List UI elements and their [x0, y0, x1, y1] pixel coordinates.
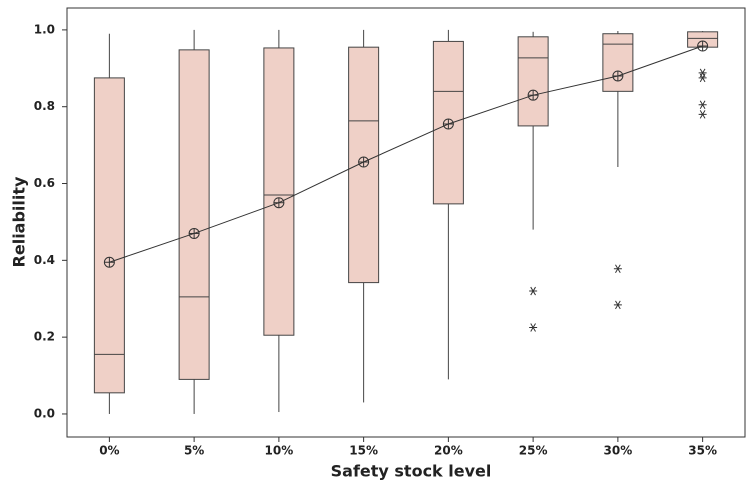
outlier: [698, 110, 707, 119]
x-tick-label: 30%: [604, 444, 633, 458]
outlier: [698, 100, 707, 110]
mean-marker: [273, 197, 285, 209]
outlier: [698, 68, 707, 78]
outlier: [613, 264, 622, 274]
outlier: [698, 73, 707, 83]
mean-marker: [527, 89, 539, 101]
x-tick-label: 20%: [434, 444, 463, 458]
y-tick-label: 0.4: [34, 253, 55, 267]
x-tick-label: 35%: [688, 444, 717, 458]
outlier: [613, 300, 622, 310]
mean-marker: [358, 156, 370, 168]
box: [602, 33, 634, 92]
y-tick-label: 1.0: [34, 22, 55, 36]
box: [517, 36, 549, 127]
outlier: [529, 286, 538, 296]
y-tick-label: 0.2: [34, 330, 55, 344]
mean-marker: [697, 40, 709, 52]
x-tick-label: 25%: [519, 444, 548, 458]
y-tick-label: 0.8: [34, 99, 55, 113]
y-axis-title: Reliability: [10, 176, 29, 267]
y-tick-label: 0.0: [34, 406, 55, 420]
y-tick-label: 0.6: [34, 176, 55, 190]
mean-marker: [442, 118, 454, 130]
mean-marker: [612, 70, 624, 82]
x-tick-label: 5%: [184, 444, 204, 458]
box: [263, 47, 295, 336]
x-tick-label: 15%: [349, 444, 378, 458]
outlier: [529, 323, 538, 332]
box: [93, 77, 125, 394]
box: [178, 49, 210, 380]
mean-marker: [188, 227, 200, 239]
x-tick-label: 0%: [99, 444, 119, 458]
plot-frame: [66, 7, 746, 438]
x-tick-label: 10%: [265, 444, 294, 458]
x-axis-title: Safety stock level: [331, 462, 492, 481]
mean-marker: [103, 256, 115, 268]
mean-line: [109, 45, 703, 263]
